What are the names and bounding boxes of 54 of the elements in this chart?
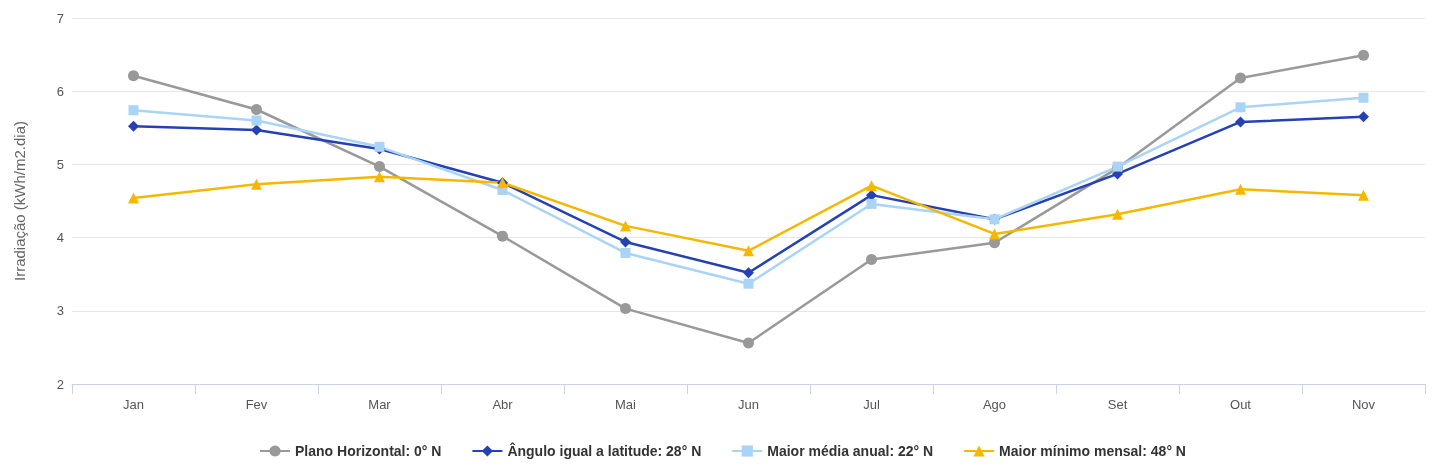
point (1235, 72, 1246, 84)
y-tick-label: 5 (56, 156, 64, 172)
point (251, 124, 262, 136)
x-tick-label: Jun (738, 397, 759, 412)
y-axis-title: Irradiação (kWh/m2.dia) (11, 120, 28, 282)
y-tick-label: 4 (56, 230, 64, 246)
point (743, 267, 754, 279)
x-tick-label: Set (1107, 397, 1128, 412)
point (1235, 102, 1246, 113)
point (743, 245, 754, 257)
point (128, 105, 139, 116)
legend-label: Ângulo igual a latitude: 28° N (507, 442, 702, 459)
point (1358, 189, 1369, 201)
point (743, 278, 754, 289)
point (1358, 49, 1369, 61)
legend-label: Maior mínimo mensal: 48° N (999, 443, 1186, 459)
x-tick-label: Jul (863, 397, 880, 412)
point (251, 178, 262, 190)
y-tick-label: 3 (56, 303, 64, 319)
point (1112, 208, 1123, 220)
point (620, 303, 631, 315)
x-tick-label: Out (1230, 397, 1252, 412)
point (128, 120, 139, 132)
point (866, 254, 877, 266)
point (1235, 183, 1246, 195)
x-tick-label: Abr (492, 397, 514, 412)
point (497, 230, 508, 242)
point (743, 337, 754, 349)
y-tick-label: 7 (56, 10, 64, 26)
point (128, 70, 139, 82)
point (866, 198, 877, 209)
point (1358, 111, 1369, 123)
point (374, 171, 385, 183)
legend-label: Plano Horizontal: 0° N (295, 443, 442, 459)
point (620, 236, 631, 248)
y-tick-label: 6 (56, 83, 64, 99)
point (1235, 116, 1246, 128)
legend-label: Maior média anual: 22° N (767, 443, 934, 459)
x-tick-label: Fev (245, 397, 268, 412)
x-tick-label: Jan (123, 397, 144, 412)
point (1358, 92, 1369, 103)
x-tick-label: Ago (982, 397, 1007, 412)
point (620, 220, 631, 232)
y-tick-label: 2 (56, 376, 64, 392)
point (128, 192, 139, 204)
point (620, 247, 631, 258)
point (251, 104, 262, 115)
point (989, 228, 1000, 240)
point (251, 115, 262, 126)
x-tick-label: Mar (368, 397, 392, 412)
x-tick-label: Mai (615, 397, 637, 412)
point (374, 161, 385, 173)
point (866, 180, 877, 192)
x-tick-label: Nov (1351, 397, 1376, 412)
